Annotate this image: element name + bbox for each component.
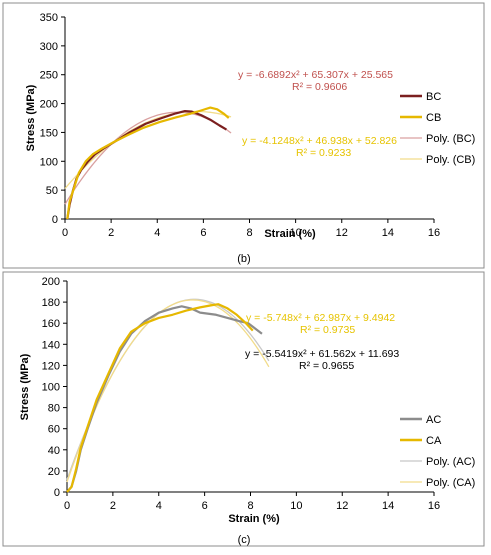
legend-entry: AC [426, 414, 441, 426]
panel-label: (c) [238, 534, 251, 546]
x-tick-label: 6 [202, 500, 208, 512]
x-tick-label: 14 [382, 500, 394, 512]
x-tick-label: 2 [110, 500, 116, 512]
chart-panel-b: 0 50 100 150 200 250 300 350 0 2 4 6 8 10 12 14 16 Stress… [2, 2, 485, 269]
x-tick-label: 4 [156, 500, 162, 512]
x-axis-label: Strain (%) [264, 228, 316, 240]
y-tick-label: 20 [48, 466, 60, 478]
y-tick-label: 100 [42, 382, 60, 394]
legend-entry: Poly. (BC) [426, 133, 475, 145]
y-tick-label: 200 [40, 99, 58, 111]
y-tick-label: 60 [48, 424, 60, 436]
x-tick-label: 10 [290, 500, 302, 512]
y-tick-label: 150 [40, 127, 58, 139]
trendline-r-squared: R² = 0.9606 [292, 81, 347, 93]
y-axis-label: Stress (MPa) [25, 84, 37, 151]
x-tick-label: 12 [336, 500, 348, 512]
trendline-equation: y = -5.748x² + 62.987x + 9.4942 [246, 312, 395, 324]
x-tick-label: 0 [62, 227, 68, 239]
y-tick-label: 0 [54, 487, 60, 499]
y-tick-label: 200 [42, 276, 60, 288]
panel-frame [2, 271, 485, 547]
x-axis-label: Strain (%) [228, 513, 280, 525]
trendline-equation: y = -4.1248x² + 46.938x + 52.826 [242, 135, 397, 147]
legend-entry: Poly. (CA) [426, 477, 475, 489]
y-tick-label: 350 [40, 12, 58, 24]
panel-label: (b) [237, 253, 250, 265]
y-tick-label: 180 [42, 297, 60, 309]
legend-entry: BC [426, 91, 441, 103]
y-tick-label: 300 [40, 41, 58, 53]
x-tick-label: 2 [108, 227, 114, 239]
y-tick-label: 100 [40, 156, 58, 168]
y-tick-label: 80 [48, 403, 60, 415]
y-tick-label: 160 [42, 318, 60, 330]
x-tick-label: 14 [382, 227, 394, 239]
x-tick-label: 4 [154, 227, 160, 239]
y-tick-label: 50 [46, 185, 58, 197]
trendline-r-squared: R² = 0.9233 [296, 147, 351, 159]
trendline-equation: y = -5.5419x² + 61.562x + 11.693 [245, 348, 399, 360]
series-line-cb [66, 106, 230, 220]
trendline-equation: y = -6.6892x² + 65.307x + 25.565 [238, 69, 393, 81]
x-tick-label: 6 [200, 227, 206, 239]
x-tick-label: 12 [336, 227, 348, 239]
x-tick-label: 10 [290, 227, 302, 239]
trendline-r-squared: R² = 0.9735 [300, 324, 355, 336]
y-tick-label: 0 [52, 214, 58, 226]
legend-entry: Poly. (CB) [426, 154, 475, 166]
panel-frame [2, 2, 485, 269]
x-tick-label: 16 [428, 227, 440, 239]
y-tick-label: 120 [42, 360, 60, 372]
legend-entry: Poly. (AC) [426, 456, 475, 468]
series-line-ca [66, 303, 254, 493]
y-tick-label: 250 [40, 70, 58, 82]
legend-entry: CB [426, 112, 441, 124]
legend-entry: CA [426, 435, 442, 447]
y-tick-label: 140 [42, 339, 60, 351]
chart-panel-c: 0 20 40 60 80 100 120 140 160 180 200 0 2 4 6 8 10 12 14 16… [2, 271, 485, 547]
y-tick-label: 40 [48, 445, 60, 457]
y-axis-label: Stress (MPa) [19, 353, 31, 420]
x-tick-label: 16 [428, 500, 440, 512]
x-tick-label: 8 [246, 227, 252, 239]
trendline-r-squared: R² = 0.9655 [299, 360, 354, 372]
x-tick-label: 0 [64, 500, 70, 512]
x-tick-label: 8 [247, 500, 253, 512]
